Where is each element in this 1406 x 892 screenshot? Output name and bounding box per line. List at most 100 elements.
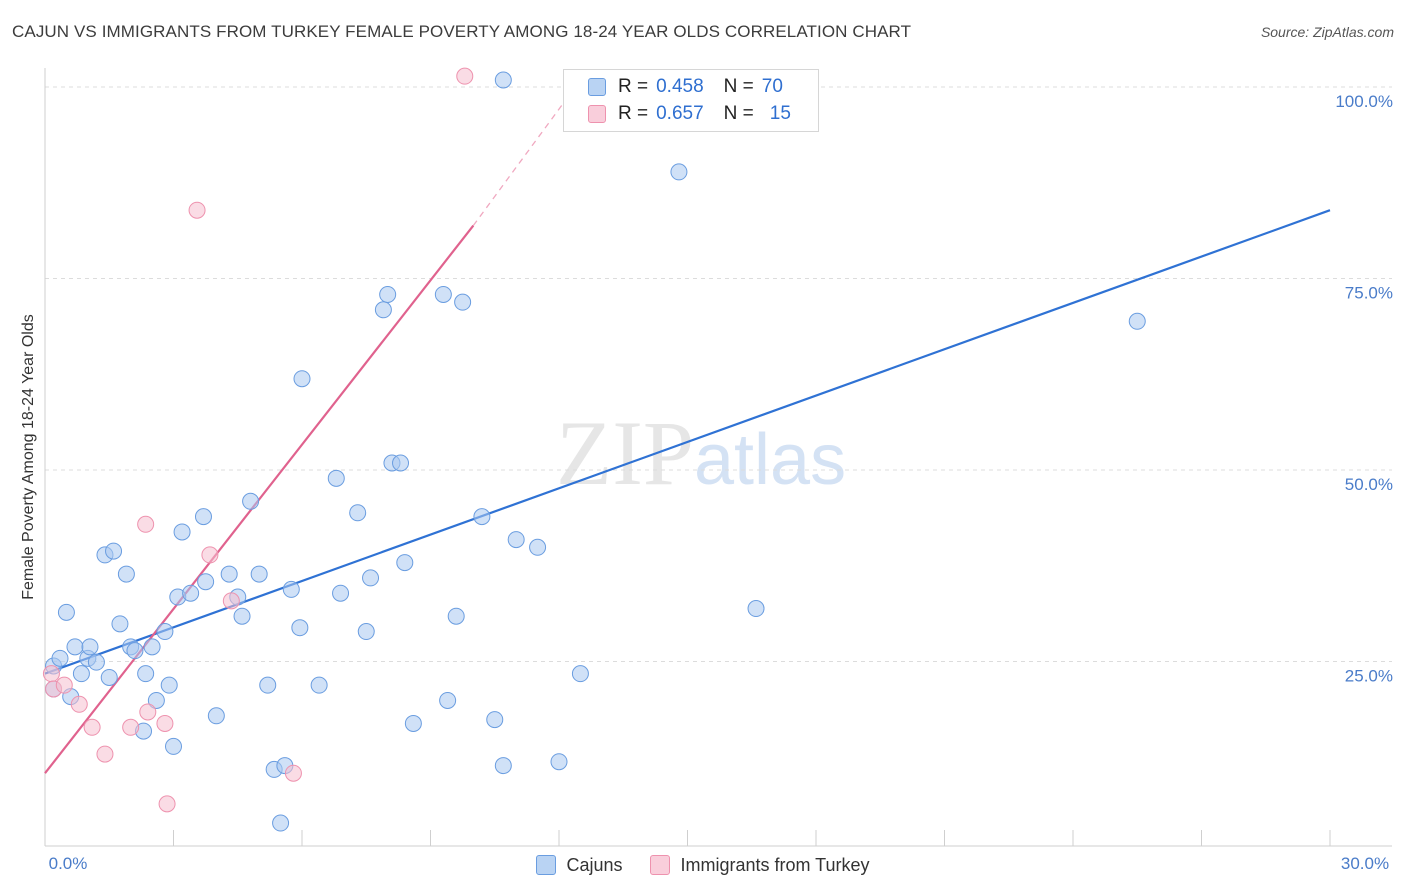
point-cajuns	[51, 649, 69, 667]
point-turkey	[42, 665, 60, 683]
watermark-atlas: atlas	[694, 420, 847, 500]
point-turkey	[284, 764, 302, 782]
legend-n-value: 15	[769, 103, 791, 124]
trend-lines	[44, 79, 1331, 774]
point-cajuns	[143, 638, 161, 656]
point-cajuns	[310, 676, 328, 694]
point-cajuns	[165, 737, 182, 755]
legend-r-value: 0.657	[656, 103, 704, 124]
point-cajuns	[374, 301, 392, 319]
x-tick-label: 0.0%	[49, 854, 88, 873]
y-tick-label: 50.0%	[1345, 475, 1393, 494]
point-cajuns	[293, 370, 311, 388]
chart-title: CAJUN VS IMMIGRANTS FROM TURKEY FEMALE P…	[12, 22, 912, 41]
legend-n-label: N =	[723, 103, 754, 124]
point-cajuns	[571, 665, 589, 683]
point-turkey	[158, 795, 176, 813]
point-cajuns	[105, 542, 123, 560]
legend-swatch-turkey	[588, 105, 606, 123]
point-turkey	[188, 201, 206, 219]
point-cajuns	[233, 607, 251, 625]
point-turkey	[137, 515, 155, 533]
series-label-cajuns: Cajuns	[566, 854, 623, 875]
point-cajuns	[404, 714, 422, 732]
y-tick-label: 25.0%	[1345, 667, 1393, 686]
series-legend: Cajuns Immigrants from Turkey	[0, 852, 1406, 878]
point-cajuns	[486, 711, 504, 729]
point-cajuns	[194, 508, 212, 526]
point-cajuns	[81, 638, 99, 656]
point-cajuns	[111, 615, 129, 633]
point-cajuns	[66, 638, 84, 656]
series-swatch-cajuns	[536, 855, 557, 875]
point-turkey	[139, 703, 157, 721]
y-tick-label: 100.0%	[1335, 92, 1393, 111]
point-cajuns	[529, 538, 547, 556]
point-turkey	[201, 546, 219, 564]
point-cajuns	[147, 691, 165, 709]
point-cajuns	[57, 603, 75, 621]
legend-n-value: 70	[761, 76, 783, 97]
point-cajuns	[87, 653, 105, 671]
point-cajuns	[1128, 312, 1146, 330]
point-cajuns	[220, 565, 238, 583]
axes	[44, 68, 1392, 847]
point-cajuns	[207, 707, 225, 725]
legend-row-cajuns: R = 0.458 N = 70	[588, 75, 783, 99]
legend-swatch-cajuns	[588, 78, 606, 96]
watermark: ZIPatlas	[556, 400, 846, 506]
series-label-turkey: Immigrants from Turkey	[680, 854, 870, 875]
point-cajuns	[670, 163, 688, 181]
point-turkey	[83, 718, 101, 736]
point-cajuns	[137, 665, 155, 683]
point-cajuns	[100, 668, 118, 686]
point-turkey	[222, 592, 240, 610]
point-cajuns	[72, 665, 90, 683]
point-cajuns	[332, 584, 350, 602]
point-turkey	[70, 695, 88, 713]
point-cajuns	[447, 607, 465, 625]
point-cajuns	[117, 565, 135, 583]
y-axis-label: Female Poverty Among 18-24 Year Olds	[20, 314, 37, 600]
data-points	[42, 67, 1146, 832]
point-cajuns	[747, 600, 765, 618]
point-cajuns	[494, 71, 512, 89]
legend-r-label: R =	[618, 76, 649, 97]
trend-line-turkey	[44, 224, 475, 774]
series-legend-cajuns[interactable]: Cajuns	[536, 855, 622, 876]
legend-r-label: R =	[618, 103, 649, 124]
point-cajuns	[396, 554, 414, 572]
legend-row-turkey: R = 0.657 N = 15	[588, 102, 791, 126]
point-cajuns	[550, 753, 568, 771]
point-cajuns	[272, 814, 290, 832]
point-cajuns	[434, 285, 452, 303]
watermark-zip: ZIP	[556, 402, 694, 504]
point-cajuns	[392, 454, 410, 472]
axis-labels: 25.0% 50.0% 75.0% 100.0% 0.0% 30.0% Female Pov…	[20, 92, 1393, 873]
point-turkey	[456, 67, 474, 85]
point-turkey	[55, 676, 73, 694]
series-legend-turkey[interactable]: Immigrants from Turkey	[650, 854, 870, 876]
point-cajuns	[282, 580, 300, 598]
point-cajuns	[160, 676, 178, 694]
point-turkey	[156, 714, 174, 732]
point-cajuns	[473, 508, 491, 526]
point-turkey	[96, 745, 114, 763]
x-tick-label: 30.0%	[1341, 854, 1389, 873]
point-cajuns	[439, 691, 457, 709]
grid-lines	[45, 86, 1392, 662]
legend-r-value: 0.458	[656, 76, 704, 97]
point-cajuns	[349, 504, 367, 522]
point-cajuns	[250, 565, 268, 583]
source-label: Source: ZipAtlas.com	[1260, 24, 1394, 40]
point-cajuns	[362, 569, 380, 587]
point-cajuns	[126, 642, 144, 660]
point-cajuns	[259, 676, 277, 694]
correlation-legend: R = 0.458 N = 70 R = 0.657 N = 15	[563, 69, 819, 132]
point-cajuns	[327, 469, 345, 487]
series-swatch-turkey	[650, 855, 671, 875]
point-cajuns	[197, 573, 215, 591]
point-cajuns	[507, 531, 525, 549]
point-cajuns	[182, 584, 200, 602]
